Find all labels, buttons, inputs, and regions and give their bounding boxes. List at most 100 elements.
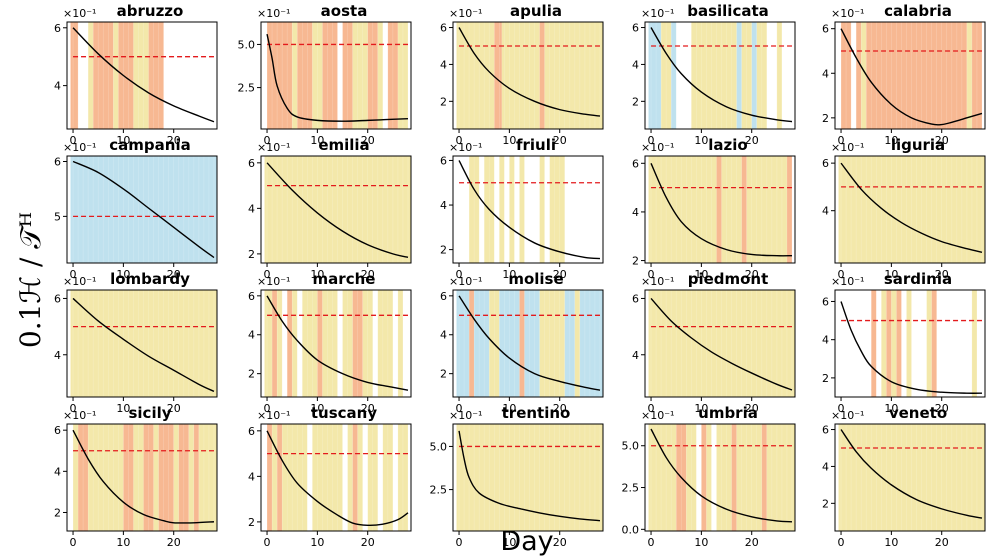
- panel-sardinia: 0 10 20 2 4 6×10⁻¹ sardinia: [822, 270, 986, 415]
- band-blue: [648, 22, 662, 129]
- axes-frame: [644, 423, 796, 532]
- panel-title: campania: [109, 136, 190, 154]
- axis-multiplier: ×10⁻¹: [641, 7, 674, 20]
- panel-title: calabria: [884, 2, 952, 20]
- x-tick-label: 10: [502, 268, 516, 281]
- series-line: [72, 27, 215, 123]
- x-tick-label: 10: [502, 134, 516, 147]
- plot-area: [70, 22, 215, 129]
- panel-title: abruzzo: [117, 2, 184, 20]
- x-tick-label: 20: [361, 134, 375, 147]
- band-yellow: [766, 424, 795, 531]
- x-tick-label: 10: [310, 536, 324, 549]
- y-tick-label: 4: [632, 206, 639, 219]
- band-yellow: [926, 290, 932, 397]
- panel-title: friuli: [516, 136, 556, 154]
- x-tick-label: 10: [884, 402, 898, 415]
- x-tick-label: 0: [838, 536, 845, 549]
- panel-abruzzo: 0 10 20 4 6×10⁻¹ abruzzo: [54, 2, 218, 147]
- band-orange: [352, 424, 358, 531]
- axes-frame: [644, 155, 796, 264]
- y-tick-label: 6: [632, 292, 639, 305]
- band-yellow: [264, 156, 411, 263]
- panel-title: veneto: [889, 404, 947, 422]
- plot-area: [840, 290, 982, 397]
- band-yellow: [188, 424, 194, 531]
- x-tick-label: 20: [167, 134, 181, 147]
- band-yellow: [661, 22, 672, 129]
- axes-frame: [66, 289, 218, 398]
- axes-frame: [66, 423, 218, 532]
- panel-marche: 0 10 20 2 4 6×10⁻¹ marche: [248, 270, 412, 415]
- band-yellow: [377, 22, 383, 129]
- y-tick-label: 6: [632, 22, 639, 35]
- band-orange: [272, 290, 278, 397]
- panel-title: tuscany: [311, 404, 377, 422]
- band-yellow: [881, 290, 887, 397]
- series-line: [458, 430, 601, 522]
- plot-area: [648, 22, 793, 129]
- band-yellow: [736, 424, 762, 531]
- band-orange: [297, 22, 313, 129]
- band-yellow: [277, 290, 283, 397]
- series-line: [72, 297, 215, 393]
- y-tick-label: 2.5: [238, 82, 256, 95]
- y-tick-label: 2: [822, 497, 829, 510]
- band-orange: [118, 22, 134, 129]
- panel-aosta: 0 10 20 2.5 5.0 ×10⁻¹ aosta: [238, 2, 412, 147]
- band-orange: [896, 290, 902, 397]
- band-yellow: [691, 22, 737, 129]
- band-orange: [367, 22, 378, 129]
- band-yellow: [312, 424, 343, 531]
- band-yellow: [539, 290, 565, 397]
- band-orange: [519, 290, 525, 397]
- y-tick-label: 6: [54, 22, 61, 35]
- band-orange: [342, 22, 353, 129]
- series-line: [840, 429, 983, 519]
- y-tick-label: 4: [248, 470, 255, 483]
- band-orange: [971, 22, 982, 129]
- band-orange: [741, 156, 747, 263]
- axis-multiplier: ×10⁻¹: [831, 409, 864, 422]
- band-orange: [856, 22, 862, 129]
- x-tick-label: 0: [648, 134, 655, 147]
- y-tick-label: 4: [822, 334, 829, 347]
- band-yellow: [397, 22, 408, 129]
- x-tick-label: 10: [310, 134, 324, 147]
- y-tick-label: 6: [632, 157, 639, 170]
- band-yellow: [721, 156, 742, 263]
- panel-title: lazio: [708, 136, 747, 154]
- y-tick-label: 2: [248, 516, 255, 529]
- panel-title: aosta: [321, 2, 368, 20]
- panel-liguria: 0 10 20 4 6×10⁻¹ liguria: [822, 136, 986, 281]
- axis-multiplier: ×10⁻¹: [641, 275, 674, 288]
- band-orange: [277, 424, 283, 531]
- panel-lazio: 0 10 20 2 4 6×10⁻¹ lazio: [632, 136, 796, 281]
- panel-title: emilia: [318, 136, 369, 154]
- band-yellow: [776, 22, 782, 129]
- band-blue: [736, 22, 742, 129]
- band-blue: [564, 290, 575, 397]
- y-tick-label: 4: [248, 202, 255, 215]
- band-yellow: [519, 156, 525, 263]
- x-tick-label: 10: [884, 134, 898, 147]
- panel-lombardy: 0 10 20 4 6×10⁻¹ lombardy: [54, 270, 218, 415]
- axis-multiplier: ×10⁻¹: [63, 7, 96, 20]
- band-yellow: [397, 290, 403, 397]
- band-orange: [931, 290, 937, 397]
- band-yellow: [686, 424, 697, 531]
- plot-area: [264, 290, 409, 397]
- band-blue: [456, 290, 470, 397]
- x-tick-label: 20: [745, 402, 759, 415]
- panel-piedmont: 0 10 20 4 6×10⁻¹ piedmont: [632, 270, 796, 415]
- band-yellow: [342, 290, 353, 397]
- band-orange: [786, 156, 792, 263]
- series-line: [840, 162, 983, 253]
- x-tick-label: 10: [694, 268, 708, 281]
- x-tick-label: 0: [648, 402, 655, 415]
- y-tick-label: 6: [440, 22, 447, 35]
- band-yellow: [499, 156, 505, 263]
- x-tick-label: 0: [264, 402, 271, 415]
- band-yellow: [706, 424, 712, 531]
- band-orange: [539, 22, 545, 129]
